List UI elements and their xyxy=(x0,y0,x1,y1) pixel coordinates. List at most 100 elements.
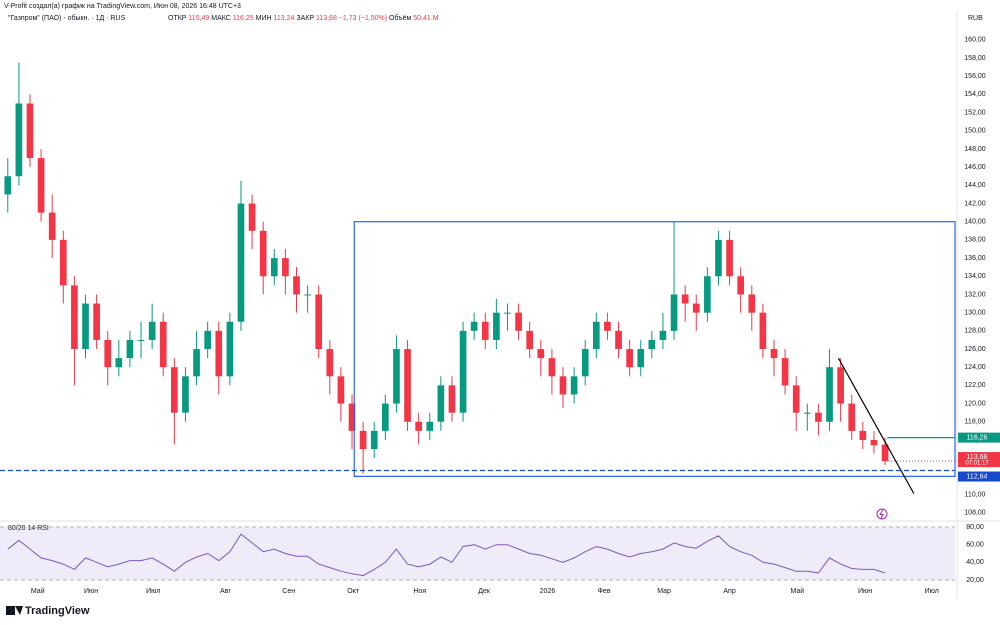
candle-body xyxy=(470,321,478,331)
countdown: 07:01:17 xyxy=(965,461,989,467)
candle-body xyxy=(681,294,689,304)
candle-body xyxy=(715,239,722,277)
tv-logo-icon xyxy=(6,606,23,615)
candle-body xyxy=(504,312,511,314)
price-tag xyxy=(958,471,1000,482)
range-box xyxy=(353,221,956,477)
y-tick-label: 142,00 xyxy=(964,200,986,207)
last-price-tag xyxy=(958,452,1000,468)
y-tick-label: 160,00 xyxy=(964,37,986,44)
x-tick-label: Сен xyxy=(282,588,295,595)
candle-body xyxy=(704,276,711,313)
y-tick-label: 60,00 xyxy=(966,542,984,549)
legend-value: 113,24 xyxy=(274,15,295,22)
candle-body xyxy=(304,294,311,296)
x-tick-label: Апр xyxy=(723,588,735,595)
x-tick-label: Июн xyxy=(84,588,98,595)
x-tick-label: Июн xyxy=(858,588,872,595)
candle-body xyxy=(415,421,422,431)
legend-value: 113,68 xyxy=(316,15,337,22)
last-price-label: 113,68 xyxy=(967,454,988,461)
candle-body xyxy=(548,358,556,377)
y-tick-label: 134,00 xyxy=(964,273,986,280)
y-tick-label: 154,00 xyxy=(964,91,986,98)
candle-body xyxy=(404,349,411,422)
y-tick-label: 132,00 xyxy=(964,291,986,298)
y-tick-label: 138,00 xyxy=(964,237,986,244)
attribution: V-Profit создал(а) график на TradingView… xyxy=(4,3,241,10)
candle-body xyxy=(37,158,45,213)
candle-body xyxy=(792,385,800,413)
legend-value: 116,25 xyxy=(233,15,254,22)
y-tick-label: 110,00 xyxy=(965,491,986,498)
candle-body xyxy=(803,412,811,414)
y-tick-label: 124,00 xyxy=(964,364,986,371)
candle-body xyxy=(326,349,334,377)
x-tick-label: Окт xyxy=(347,588,360,595)
candle-body xyxy=(15,103,23,177)
y-tick-label: 148,00 xyxy=(964,146,986,153)
y-tick-label: 40,00 xyxy=(966,559,984,566)
candle-body xyxy=(226,321,234,377)
legend-label: Объём xyxy=(389,14,411,22)
candle-body xyxy=(626,349,633,368)
logo: TradingView xyxy=(25,605,90,617)
price-tag-label: 116,26 xyxy=(967,434,988,441)
x-tick-label: Авг xyxy=(220,588,231,595)
y-tick-label: 140,00 xyxy=(964,219,986,226)
candle-body xyxy=(337,376,345,404)
candle-body xyxy=(148,321,156,340)
candle-body xyxy=(426,421,434,431)
y-tick-label: 128,00 xyxy=(964,328,986,335)
candle-body xyxy=(248,203,256,231)
legend-label: ОТКР xyxy=(168,15,187,22)
candle-body xyxy=(48,212,56,240)
candle-body xyxy=(515,312,522,331)
candle-body xyxy=(348,403,356,431)
candle-body xyxy=(82,303,89,350)
candle-body xyxy=(171,367,178,413)
candle-body xyxy=(315,294,323,350)
candle-body xyxy=(459,330,467,413)
candle-body xyxy=(26,103,34,159)
x-tick-label: Фев xyxy=(598,588,611,595)
x-tick-label: Дек xyxy=(478,588,491,595)
trend-line xyxy=(837,357,915,494)
candle-body xyxy=(670,294,678,331)
candle-body xyxy=(370,430,378,450)
candle-body xyxy=(481,321,489,340)
candle-body xyxy=(182,376,189,413)
x-tick-label: Мар xyxy=(657,588,671,595)
x-tick-label: Ноя xyxy=(413,588,426,595)
candle-body xyxy=(748,294,756,313)
candle-body xyxy=(159,321,167,368)
candle-body xyxy=(581,349,589,377)
y-tick-label: 146,00 xyxy=(964,164,986,171)
rsi-line xyxy=(7,533,886,577)
candle-body xyxy=(237,203,245,322)
candle-body xyxy=(526,330,534,350)
candle-body xyxy=(815,412,822,422)
y-tick-label: 20,00 xyxy=(966,577,984,584)
candle-body xyxy=(71,285,78,350)
x-tick-label: Июл xyxy=(146,588,160,595)
rsi-title: 80/20 14 RSI xyxy=(8,525,49,532)
y-tick-label: 108,00 xyxy=(964,510,986,517)
legend-value: 115,49 xyxy=(188,15,209,22)
candle-body xyxy=(837,367,844,404)
candle-body xyxy=(881,444,889,462)
y-tick-label: 156,00 xyxy=(964,73,986,80)
y-tick-label: 158,00 xyxy=(964,55,986,62)
candle-body xyxy=(637,349,645,368)
candle-body xyxy=(293,276,300,295)
ohlc-legend: ОТКР 115,49 МАКС 116,25 МИН 113,24 ЗАКР … xyxy=(168,14,439,22)
legend-change: −1,73 (−1,50%) xyxy=(339,15,387,22)
candle-body xyxy=(137,339,145,341)
candle-body xyxy=(359,430,367,450)
candle-body xyxy=(537,349,545,359)
y-tick-label: 150,00 xyxy=(964,128,986,135)
candle-body xyxy=(759,312,767,350)
candle-body xyxy=(104,339,112,368)
